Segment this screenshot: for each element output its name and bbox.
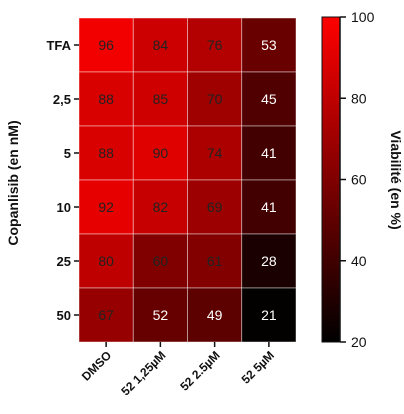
heatmap-cell	[241, 71, 297, 127]
cell-value-label: 80	[98, 253, 114, 269]
heatmap-cell	[78, 287, 134, 343]
row-labels: TFA 2,5 5 10 25 50	[46, 38, 79, 323]
cell-value-label: 41	[261, 145, 277, 161]
colorbar-tick-label: 80	[351, 90, 367, 106]
row-label: TFA	[46, 38, 71, 53]
column-label: DMSO	[79, 348, 114, 383]
row-label: 5	[64, 146, 71, 161]
row-label: 2,5	[53, 92, 71, 107]
cell-value-label: 53	[261, 37, 277, 53]
cell-value-label: 92	[98, 199, 114, 215]
cell-value-label: 90	[153, 145, 169, 161]
cell-value-label: 45	[261, 91, 277, 107]
cell-value-label: 74	[207, 145, 223, 161]
heatmap-cell	[132, 125, 188, 181]
cell-value-label: 41	[261, 199, 277, 215]
cell-value-label: 96	[98, 37, 114, 53]
heatmap-cell	[132, 71, 188, 127]
cell-value-label: 88	[98, 145, 114, 161]
heatmap-cell	[241, 233, 297, 289]
colorbar-tick-label: 100	[351, 9, 375, 25]
cell-value-label: 52	[153, 307, 169, 323]
colorbar-tick-label: 60	[351, 172, 367, 188]
cell-value-label: 76	[207, 37, 223, 53]
y-axis-label: Copanlisib (en nM)	[5, 120, 21, 245]
cell-value-label: 61	[207, 253, 223, 269]
heatmap-cell	[187, 287, 243, 343]
column-label: 52 2.5µM	[177, 348, 222, 393]
heatmap-cell	[132, 233, 188, 289]
heatmap-cells: 96 84 76 53 88 85 70 45 88 90 74 41 92 82 69 41 80 60 61 28…	[78, 17, 297, 343]
cell-value-label: 49	[207, 307, 223, 323]
column-label: 52 5µM	[239, 348, 277, 386]
heatmap-cell	[241, 125, 297, 181]
row-label: 25	[57, 254, 71, 269]
colorbar-tick-label: 20	[351, 334, 367, 350]
heatmap-cell	[241, 179, 297, 235]
colorbar-gradient	[321, 16, 341, 343]
colorbar-label: Viabilité (en %)	[388, 130, 404, 229]
heatmap-cell	[187, 17, 243, 73]
cell-value-label: 60	[153, 253, 169, 269]
column-label: 52 1,25µM	[118, 348, 168, 398]
row-label: 10	[57, 200, 71, 215]
heatmap-cell	[241, 287, 297, 343]
cell-value-label: 70	[207, 91, 223, 107]
heatmap-cell	[132, 17, 188, 73]
heatmap-cell	[132, 179, 188, 235]
cell-value-label: 85	[153, 91, 169, 107]
colorbar-ticks: 20 40 60 80 100	[340, 9, 375, 350]
cell-value-label: 69	[207, 199, 223, 215]
heatmap-cell	[78, 17, 134, 73]
heatmap-cell	[132, 287, 188, 343]
cell-value-label: 67	[98, 307, 114, 323]
cell-value-label: 84	[153, 37, 169, 53]
cell-value-label: 82	[153, 199, 169, 215]
colorbar-tick-label: 40	[351, 253, 367, 269]
cell-value-label: 88	[98, 91, 114, 107]
column-labels: DMSO 52 1,25µM 52 2.5µM 52 5µM	[79, 342, 277, 398]
heatmap-cell	[241, 17, 297, 73]
heatmap-cell	[187, 233, 243, 289]
cell-value-label: 21	[261, 307, 277, 323]
row-label: 50	[57, 308, 71, 323]
cell-value-label: 28	[261, 253, 277, 269]
colorbar: 20 40 60 80 100	[321, 9, 375, 350]
